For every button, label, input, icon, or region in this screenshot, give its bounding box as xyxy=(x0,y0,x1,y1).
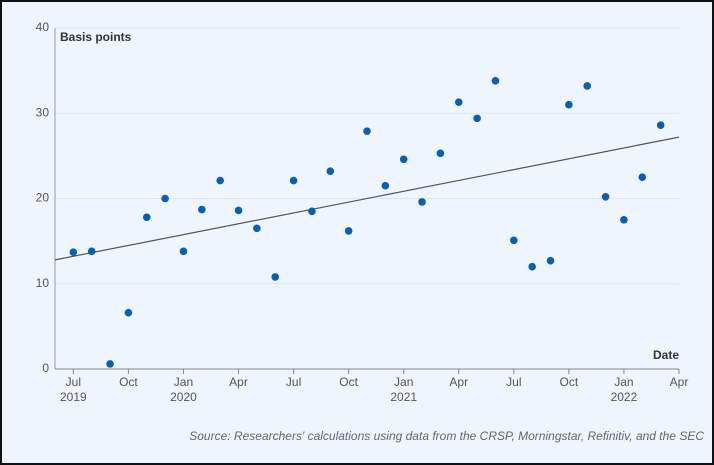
point xyxy=(234,206,243,215)
point xyxy=(289,176,298,185)
point xyxy=(656,121,665,129)
point xyxy=(491,77,500,85)
point xyxy=(326,167,335,176)
y-tick-label: 0 xyxy=(42,361,49,375)
point xyxy=(601,192,610,201)
x-tick-year: 2020 xyxy=(170,390,197,404)
point xyxy=(436,149,445,158)
point xyxy=(271,273,280,281)
point xyxy=(161,194,169,203)
x-tick-label: Jul xyxy=(286,375,301,389)
point xyxy=(308,207,316,216)
x-tick-label: Jul xyxy=(506,375,521,389)
point xyxy=(638,173,647,181)
point xyxy=(583,82,592,90)
point xyxy=(418,198,426,206)
point xyxy=(381,181,390,190)
x-tick-label: Oct xyxy=(339,375,358,389)
y-tick-label: 20 xyxy=(36,191,50,205)
x-tick-label: Jan xyxy=(174,375,193,389)
x-tick-year: 2021 xyxy=(390,390,417,404)
x-tick-label: Oct xyxy=(560,375,579,389)
point xyxy=(198,205,206,214)
point xyxy=(216,176,224,185)
x-tick-label: Jan xyxy=(614,375,633,389)
point xyxy=(565,100,573,109)
x-tick-year: 2019 xyxy=(60,390,87,404)
y-tick-label: 30 xyxy=(36,105,50,119)
point xyxy=(399,155,408,164)
source-note: Source: Researchers' calculations using … xyxy=(189,429,704,443)
point xyxy=(179,247,188,256)
x-tick-label: Apr xyxy=(449,375,468,389)
point xyxy=(253,224,261,233)
x-tick-label: Jul xyxy=(66,375,81,389)
x-tick-label: Oct xyxy=(119,375,138,389)
point xyxy=(528,262,536,271)
trend-line xyxy=(54,136,680,261)
x-tick-label: Apr xyxy=(670,375,689,389)
point xyxy=(142,213,151,222)
point xyxy=(510,236,518,245)
point xyxy=(546,256,555,265)
point xyxy=(620,216,628,224)
x-tick-year: 2022 xyxy=(611,390,638,404)
y-axis-label: Basis points xyxy=(60,30,132,44)
point xyxy=(124,308,133,317)
point xyxy=(344,227,353,235)
point xyxy=(87,247,96,256)
point xyxy=(473,114,481,123)
point xyxy=(69,248,78,257)
x-tick-label: Jan xyxy=(394,375,413,389)
point xyxy=(106,360,114,368)
y-tick-label: 40 xyxy=(36,20,50,34)
x-tick-label: Apr xyxy=(229,375,248,389)
point xyxy=(454,98,463,106)
x-axis-label: Date xyxy=(653,348,679,362)
y-tick-label: 10 xyxy=(36,276,50,290)
point xyxy=(363,127,371,135)
